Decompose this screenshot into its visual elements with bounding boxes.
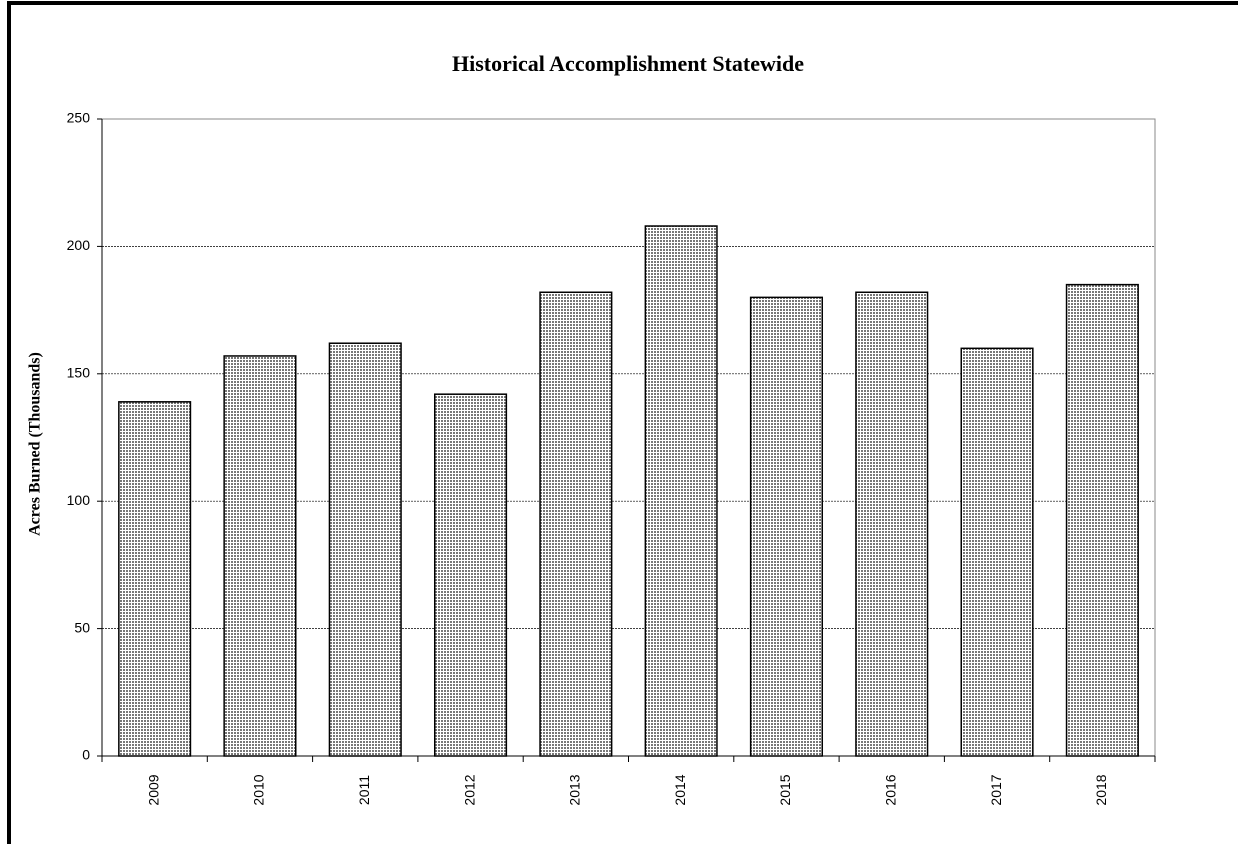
y-tick-label: 50 bbox=[74, 619, 90, 635]
y-axis-label: Acres Burned (Thousands) bbox=[27, 352, 44, 536]
bar bbox=[328, 342, 402, 757]
bar bbox=[855, 291, 929, 757]
bar bbox=[960, 347, 1034, 757]
x-tick-label: 2018 bbox=[1093, 774, 1109, 805]
x-tick-label: 2014 bbox=[672, 774, 688, 805]
x-tick-label: 2010 bbox=[251, 774, 267, 805]
bar bbox=[749, 296, 824, 757]
x-tick-label: 2015 bbox=[777, 774, 793, 805]
frame bbox=[7, 1, 1238, 844]
x-tick-label: 2011 bbox=[356, 775, 372, 805]
y-tick-label: 200 bbox=[67, 237, 91, 253]
y-tick-label: 150 bbox=[67, 365, 91, 381]
x-tick-label: 2009 bbox=[145, 774, 161, 805]
x-tick-label: 2017 bbox=[988, 774, 1004, 805]
x-tick-label: 2013 bbox=[567, 774, 583, 805]
bar bbox=[1065, 283, 1139, 757]
bar bbox=[644, 225, 718, 757]
y-tick-label: 100 bbox=[67, 492, 91, 508]
bar bbox=[223, 355, 297, 757]
bar bbox=[118, 401, 192, 757]
bar bbox=[539, 291, 613, 757]
y-tick-label: 250 bbox=[67, 110, 91, 126]
x-tick-label: 2012 bbox=[461, 774, 477, 805]
y-tick-label: 0 bbox=[82, 747, 90, 763]
chart-title: Historical Accomplishment Statewide bbox=[452, 51, 804, 76]
x-tick-label: 2016 bbox=[882, 774, 898, 805]
bar bbox=[433, 393, 508, 757]
